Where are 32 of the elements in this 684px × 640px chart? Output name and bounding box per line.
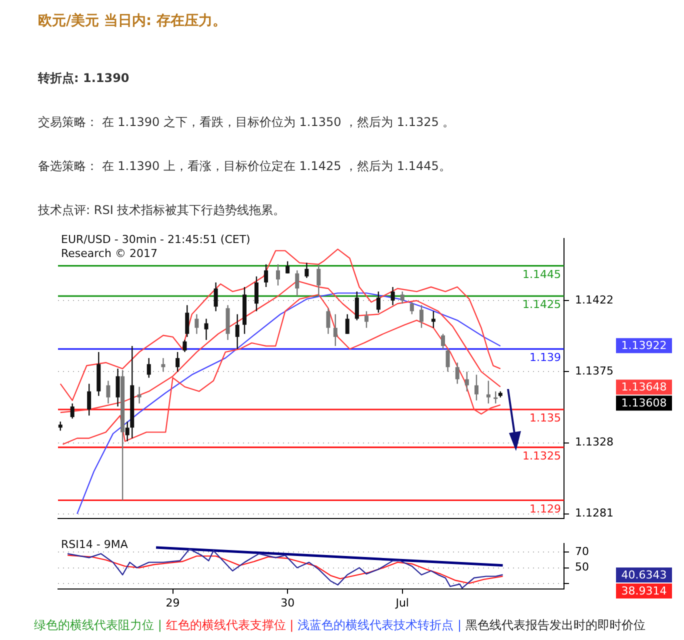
- text: 转折点: 1.1390: [36, 70, 130, 87]
- text: 技术点评: RSI 技术指标被其下行趋势线拖累。: [38, 203, 286, 217]
- annotation: Research © 2017: [61, 247, 158, 261]
- ref-line-label: 1.129: [530, 502, 561, 516]
- y-tick-label: 1.1328: [575, 436, 614, 449]
- chart-title: 欧元/美元 当日内: 存在压力。: [37, 12, 228, 31]
- text: 1.13648: [621, 380, 667, 394]
- text: 1.13608: [621, 396, 667, 410]
- ref-line-label: 1.135: [530, 412, 561, 425]
- text: 交易策略： 在 1.1390 之下，看跌，目标价位为 1.1350 ，然后为 1.1325 。: [37, 114, 456, 131]
- y-tick-label: 1.1281: [575, 506, 614, 520]
- y-tick-label: 50: [575, 560, 589, 574]
- x-tick-label: Jul: [394, 596, 409, 610]
- text: 40.6343: [621, 568, 667, 582]
- text: 1.13922: [621, 339, 667, 352]
- y-tick-label: 70: [575, 545, 589, 558]
- y-tick-label: 1.1422: [575, 293, 614, 306]
- text: 黑色线代表报告发出时的即时价位: [466, 618, 646, 632]
- x-tick-label: 30: [280, 596, 295, 610]
- ref-line-label: 1.1425: [522, 298, 561, 312]
- ref-line-label: 1.139: [530, 351, 561, 364]
- x-tick-label: 29: [166, 596, 180, 610]
- ref-line-label: 1.1445: [522, 268, 561, 281]
- text: 38.9314: [621, 584, 667, 598]
- ref-line-label: 1.1325: [522, 449, 561, 462]
- y-tick-label: 1.1375: [575, 364, 614, 378]
- text: 红色的横线代表支撑位 |: [166, 618, 294, 632]
- text: 浅蓝色的横线代表技术转折点 |: [298, 618, 462, 632]
- text: 备选策略： 在 1.1390 上，看涨，目标价位定在 1.1425 ，然后为 1.1445。: [37, 158, 452, 175]
- text: 绿色的横线代表阻力位 |: [34, 618, 162, 632]
- chart-subtitle: EUR/USD - 30min - 21:45:51 (CET): [61, 233, 250, 247]
- chart-title: RSI14 - 9MA: [61, 538, 128, 552]
